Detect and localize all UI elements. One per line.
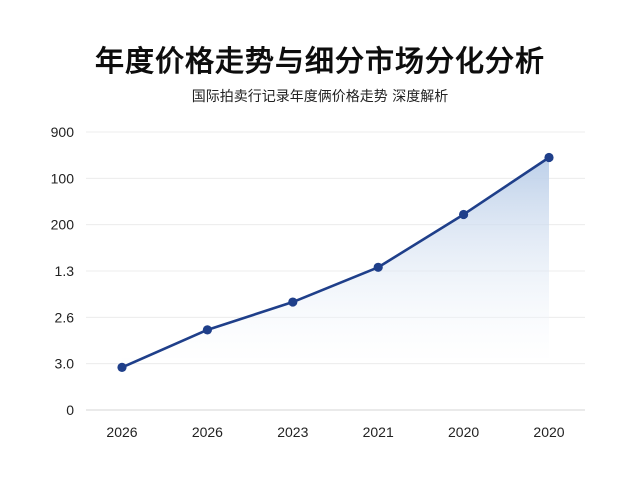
y-axis-ticks: 0 3.0 2.6 1.3 200 100 900 — [51, 124, 75, 418]
x-tick-label: 2026 — [106, 424, 137, 440]
data-point — [459, 209, 469, 220]
chart-subtitle: 国际拍卖行记录年度俩价格走势 深度解析 — [191, 89, 449, 105]
y-tick-label: 2.6 — [55, 309, 75, 325]
data-point — [202, 325, 212, 335]
data-point — [288, 297, 298, 307]
x-tick-label: 2020 — [533, 424, 564, 440]
point-layer — [117, 152, 554, 372]
y-tick-label: 900 — [51, 124, 75, 140]
y-tick-label: 0 — [66, 402, 74, 418]
area-layer — [122, 157, 549, 368]
series-area — [122, 157, 549, 368]
data-point — [117, 362, 127, 372]
data-point — [373, 262, 383, 272]
x-tick-label: 2023 — [277, 424, 308, 440]
x-tick-label: 2026 — [192, 424, 223, 440]
y-tick-label: 200 — [51, 217, 75, 233]
x-tick-label: 2021 — [363, 424, 394, 440]
line-layer — [121, 156, 550, 369]
chart-title: 年度价格走势与细分市场分化分析 — [94, 44, 545, 78]
y-tick-label: 100 — [51, 170, 75, 186]
y-tick-label: 1.3 — [55, 263, 75, 279]
series-line — [121, 156, 550, 369]
y-tick-label: 3.0 — [55, 356, 75, 372]
data-point — [544, 152, 554, 163]
x-axis-ticks: 2026 2026 2023 2021 2020 2020 — [106, 424, 564, 440]
x-tick-label: 2020 — [448, 424, 479, 440]
